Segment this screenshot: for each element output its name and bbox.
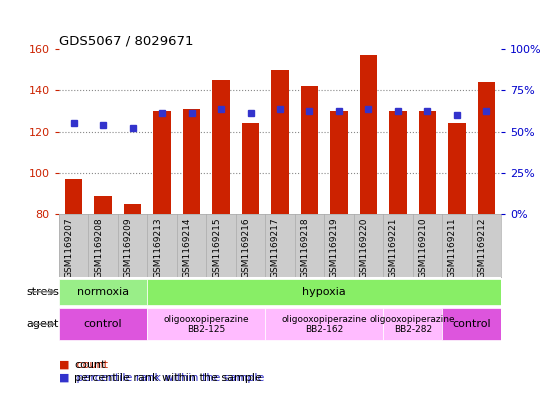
Text: GSM1169213: GSM1169213 — [153, 217, 162, 278]
Text: hypoxia: hypoxia — [302, 287, 346, 297]
Text: GSM1169215: GSM1169215 — [212, 217, 221, 278]
Text: GDS5067 / 8029671: GDS5067 / 8029671 — [59, 35, 193, 48]
Bar — [59, 279, 147, 305]
Bar — [442, 308, 501, 340]
Text: ■  percentile rank within the sample: ■ percentile rank within the sample — [59, 373, 264, 383]
Bar — [153, 111, 171, 214]
Bar — [59, 308, 147, 340]
Text: agent: agent — [26, 319, 59, 329]
Bar — [124, 204, 141, 214]
Bar — [65, 179, 82, 214]
Bar — [147, 308, 265, 340]
Bar — [330, 111, 348, 214]
Bar — [94, 196, 112, 214]
Bar — [212, 80, 230, 214]
Bar — [242, 123, 259, 214]
Text: GSM1169220: GSM1169220 — [360, 217, 368, 278]
Text: GSM1169209: GSM1169209 — [124, 217, 133, 278]
Text: GSM1169208: GSM1169208 — [94, 217, 103, 278]
Text: normoxia: normoxia — [77, 287, 129, 297]
Bar — [383, 308, 442, 340]
Text: percentile rank within the sample: percentile rank within the sample — [74, 373, 262, 383]
Text: ■  count: ■ count — [59, 360, 108, 369]
Text: count: count — [74, 360, 106, 369]
Text: GSM1169219: GSM1169219 — [330, 217, 339, 278]
Text: GSM1169207: GSM1169207 — [64, 217, 73, 278]
Text: oligooxopiperazine
BB2-282: oligooxopiperazine BB2-282 — [370, 314, 455, 334]
Bar — [419, 111, 436, 214]
Bar — [271, 70, 289, 214]
Bar — [147, 279, 501, 305]
Bar — [301, 86, 318, 214]
Text: GSM1169211: GSM1169211 — [448, 217, 457, 278]
Text: control: control — [452, 319, 491, 329]
Text: GSM1169212: GSM1169212 — [478, 217, 487, 278]
Text: oligooxopiperazine
BB2-125: oligooxopiperazine BB2-125 — [164, 314, 249, 334]
Text: stress: stress — [26, 287, 59, 297]
Text: GSM1169218: GSM1169218 — [301, 217, 310, 278]
Text: GSM1169216: GSM1169216 — [241, 217, 250, 278]
Bar — [389, 111, 407, 214]
Text: control: control — [84, 319, 122, 329]
Bar — [265, 308, 383, 340]
Text: oligooxopiperazine
BB2-162: oligooxopiperazine BB2-162 — [282, 314, 367, 334]
Text: GSM1169210: GSM1169210 — [418, 217, 427, 278]
Bar — [183, 109, 200, 214]
Text: GSM1169221: GSM1169221 — [389, 217, 398, 278]
Text: GSM1169214: GSM1169214 — [183, 217, 192, 278]
Text: GSM1169217: GSM1169217 — [271, 217, 280, 278]
Bar — [448, 123, 466, 214]
Bar — [478, 82, 495, 214]
Bar — [360, 55, 377, 214]
